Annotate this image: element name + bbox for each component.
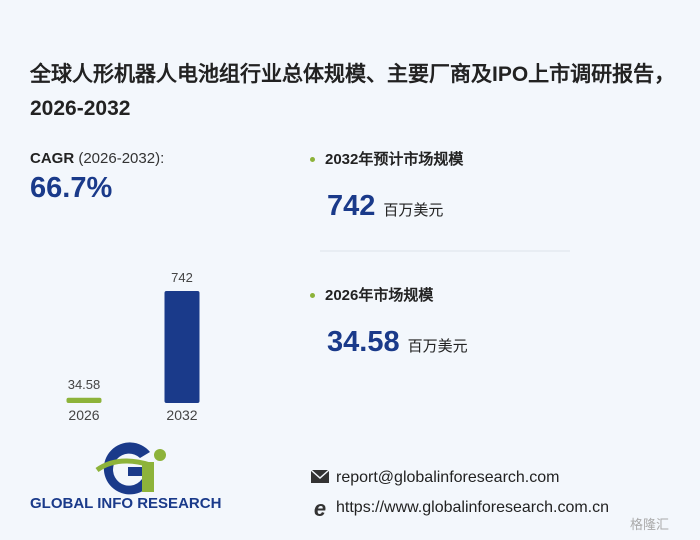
logo — [95, 442, 166, 495]
stat-2-value: 34.58 百万美元 — [327, 326, 468, 359]
x-tick-label: 2032 — [166, 407, 197, 423]
cagr-label: CAGR (2026-2032): — [30, 150, 164, 167]
email: report@globalinforesearch.com — [336, 469, 560, 486]
stat-unit: 百万美元 — [407, 338, 468, 355]
watermark: 格隆汇 — [630, 517, 670, 532]
value-label: 34.58 — [68, 377, 101, 392]
stat-label: 2032年预计市场规模 — [325, 151, 464, 168]
bar — [66, 397, 102, 403]
url: https://www.globalinforesearch.com.cn — [336, 499, 610, 516]
email-icon — [310, 469, 330, 483]
value-label: 742 — [171, 270, 193, 285]
brand: GLOBAL INFO RESEARCH — [30, 495, 222, 512]
stat-2: 2026年市场规模 — [310, 284, 433, 305]
stat-1-value: 742 百万美元 — [327, 190, 443, 223]
stat-1: 2032年预计市场规模 — [310, 148, 463, 169]
web-icon: e — [314, 496, 326, 521]
stat-number: 34.58 — [327, 326, 400, 358]
stat-label: 2026年市场规模 — [325, 287, 434, 304]
title: 全球人形机器人电池组行业总体规模、主要厂商及IPO上市调研报告，2026-203… — [30, 63, 676, 120]
x-tick-label: 2026 — [68, 407, 99, 423]
cagr-value: 66.7% — [30, 172, 113, 204]
cagr-period: (2026-2032): — [78, 150, 165, 167]
bar — [164, 291, 200, 403]
cagr-name: CAGR — [30, 150, 75, 167]
stat-unit: 百万美元 — [383, 202, 444, 219]
stat-number: 742 — [327, 190, 376, 222]
